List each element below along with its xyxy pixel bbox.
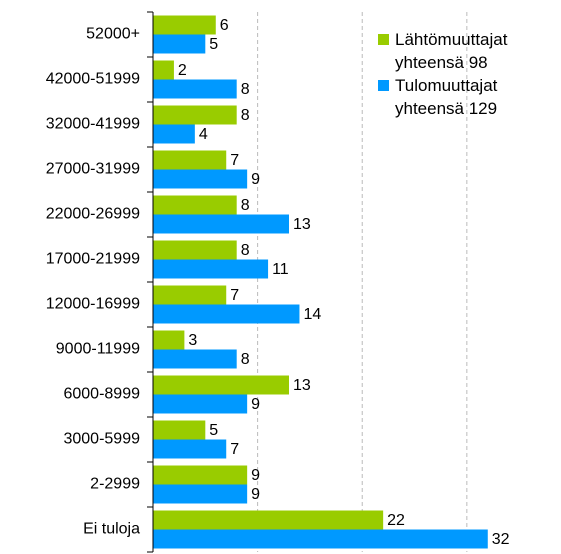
y-tick-label: 9000-11999 [56,341,140,358]
value-label: 3 [188,332,197,349]
value-label: 9 [251,396,260,413]
legend-label: Lähtömuuttajat yhteensä 98 [395,30,508,72]
value-label: 8 [241,107,250,124]
value-label: 13 [293,216,311,233]
value-label: 8 [241,242,250,259]
legend-swatch [378,80,389,91]
bar [153,150,227,170]
legend-swatch [378,34,389,45]
value-label: 11 [272,261,289,278]
y-tick-label: 3000-5999 [63,431,140,448]
bar [153,259,269,279]
bar [153,60,174,80]
y-tick-label: 22000-26999 [46,206,140,223]
bar [153,439,227,459]
value-label: 9 [251,171,260,188]
value-label: 2 [178,62,187,79]
legend: Lähtömuuttajat yhteensä 98 Tulomuuttajat … [378,28,548,120]
bar [153,420,206,440]
bar [153,510,384,530]
bar [153,529,488,549]
value-label: 22 [387,512,405,529]
bar [153,34,206,54]
bar [153,240,237,260]
bar [153,394,248,414]
legend-label: Tulomuuttajat yhteensä 129 [395,76,498,118]
value-label: 13 [293,377,311,394]
bar [153,15,216,35]
y-tick-label: Ei tuloja [83,521,140,538]
value-label: 4 [199,126,208,143]
value-label: 9 [251,467,260,484]
bar [153,465,248,485]
bar [153,285,227,305]
value-label: 7 [230,152,239,169]
bar [153,375,289,395]
bar [153,105,237,125]
y-tick-label: 52000+ [86,26,140,43]
value-label: 7 [230,441,239,458]
y-tick-label: 27000-31999 [46,161,140,178]
bar [153,484,248,504]
y-tick-label: 32000-41999 [46,116,140,133]
value-label: 5 [209,36,218,53]
value-label: 5 [209,422,218,439]
legend-item: Lähtömuuttajat yhteensä 98 [378,28,548,74]
bar [153,79,237,99]
y-tick-label: 6000-8999 [63,386,140,403]
value-label: 14 [303,306,321,323]
legend-item: Tulomuuttajat yhteensä 129 [378,74,548,120]
value-label: 8 [241,81,250,98]
value-label: 9 [251,486,260,503]
y-tick-label: 2-2999 [90,476,140,493]
bar [153,124,195,144]
bar [153,349,237,369]
bar [153,214,289,234]
bar [153,330,185,350]
y-tick-label: 12000-16999 [46,296,140,313]
value-label: 32 [492,531,510,548]
bar [153,195,237,215]
bar [153,304,300,324]
value-label: 7 [230,287,239,304]
y-tick-label: 17000-21999 [46,251,140,268]
bar [153,169,248,189]
value-label: 6 [220,17,229,34]
y-tick-label: 42000-51999 [46,71,140,88]
value-label: 8 [241,197,250,214]
value-label: 8 [241,351,250,368]
